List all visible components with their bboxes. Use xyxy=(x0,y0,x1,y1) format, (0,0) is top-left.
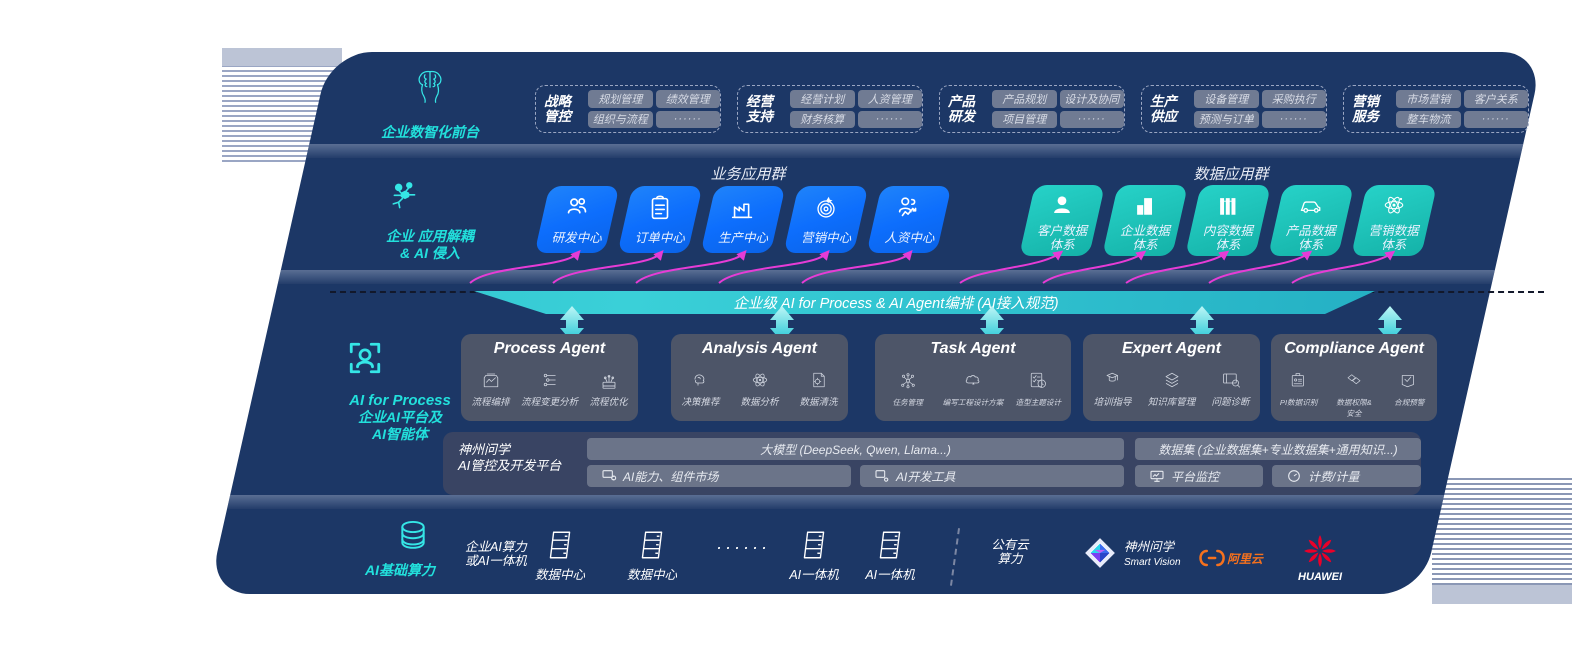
svg-text:阿里云: 阿里云 xyxy=(1227,552,1264,566)
